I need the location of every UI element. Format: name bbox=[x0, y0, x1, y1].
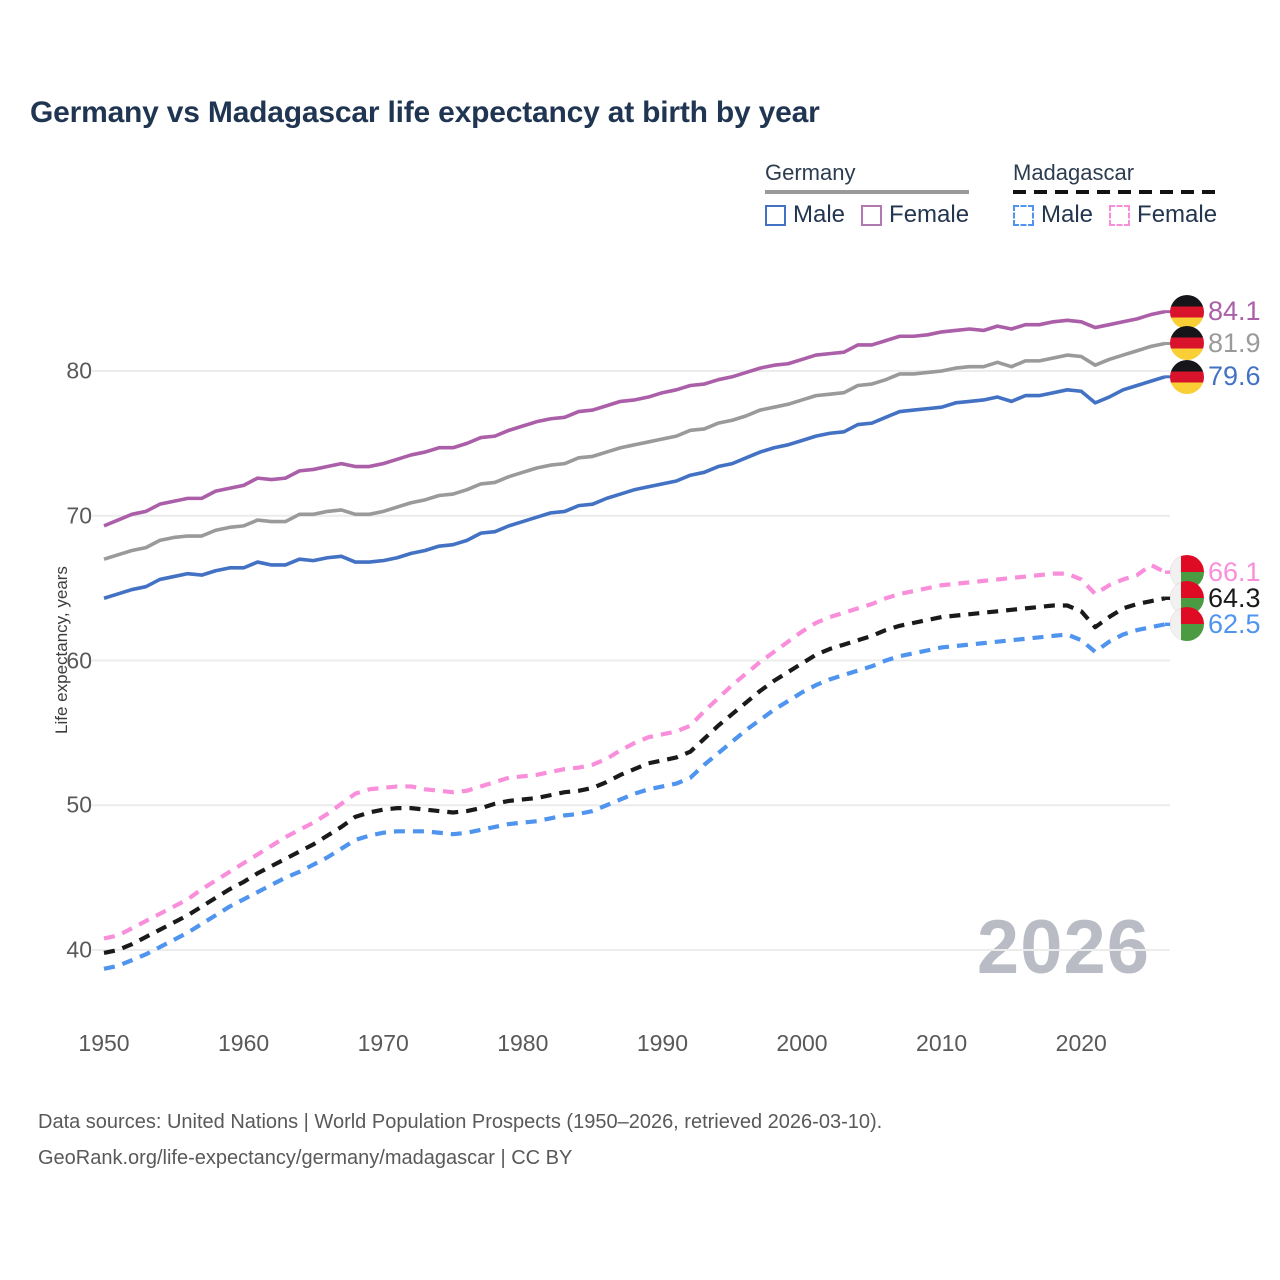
series-end-label: 79.6 bbox=[1170, 359, 1261, 394]
y-tick-label: 40 bbox=[66, 936, 92, 963]
footer-line-2: GeoRank.org/life-expectancy/germany/mada… bbox=[38, 1147, 573, 1169]
x-tick-label: 2020 bbox=[1055, 1030, 1107, 1056]
series-end-label: 62.5 bbox=[1170, 607, 1261, 642]
y-tick-label: 80 bbox=[66, 357, 92, 384]
series-end-value: 64.3 bbox=[1208, 582, 1261, 613]
legend-group-germany: Germany Male Female bbox=[765, 160, 970, 227]
footer-line-1: Data sources: United Nations | World Pop… bbox=[38, 1111, 883, 1133]
x-tick-label: 2010 bbox=[916, 1030, 968, 1056]
x-tick-label: 2000 bbox=[776, 1030, 828, 1056]
series-end-label: 84.1 bbox=[1170, 294, 1261, 329]
series-line bbox=[103, 562, 1166, 941]
germany-flag-icon bbox=[1170, 326, 1204, 361]
x-tick-label: 1960 bbox=[218, 1030, 270, 1056]
y-axis-ticks: 40 50 60 70 80 bbox=[30, 0, 92, 1280]
legend-item-germany-male[interactable]: Male bbox=[765, 203, 845, 227]
legend-heading-germany: Germany bbox=[765, 160, 856, 185]
year-watermark: 2026 bbox=[976, 905, 1150, 990]
series-end-value: 84.1 bbox=[1208, 296, 1261, 327]
legend-item-label: Male bbox=[1041, 201, 1094, 228]
legend-swatch-icon bbox=[1013, 204, 1034, 226]
legend-group-madagascar: Madagascar Male Female bbox=[1013, 160, 1218, 227]
series-end-value: 79.6 bbox=[1208, 361, 1261, 392]
series-line bbox=[103, 596, 1166, 955]
germany-flag-icon bbox=[1170, 359, 1204, 394]
legend-item-germany-female[interactable]: Female bbox=[861, 203, 969, 227]
x-tick-label: 1970 bbox=[357, 1030, 409, 1056]
y-tick-label: 50 bbox=[66, 791, 92, 818]
legend-item-madagascar-male[interactable]: Male bbox=[1013, 203, 1093, 227]
legend-item-label: Male bbox=[793, 201, 846, 228]
legend-rule-madagascar bbox=[1013, 190, 1218, 194]
legend-heading-madagascar: Madagascar bbox=[1013, 160, 1135, 185]
x-tick-label: 1990 bbox=[636, 1030, 688, 1056]
y-tick-label: 70 bbox=[66, 502, 92, 529]
madagascar-flag-icon bbox=[1170, 607, 1204, 642]
series-end-value: 66.1 bbox=[1208, 556, 1261, 587]
germany-flag-icon bbox=[1170, 294, 1204, 329]
legend-item-madagascar-female[interactable]: Female bbox=[1109, 203, 1217, 227]
y-tick-label: 60 bbox=[66, 647, 92, 673]
series-end-value: 81.9 bbox=[1208, 327, 1261, 358]
page-title: Germany vs Madagascar life expectancy at… bbox=[30, 96, 820, 129]
legend-swatch-icon bbox=[1109, 204, 1131, 226]
x-tick-label: 1980 bbox=[497, 1030, 549, 1056]
legend-swatch-icon bbox=[765, 204, 786, 226]
series-end-value: 62.5 bbox=[1208, 608, 1261, 639]
legend-swatch-icon bbox=[861, 204, 883, 226]
legend-item-label: Female bbox=[889, 201, 970, 228]
footer-note: Data sources: United Nations | World Pop… bbox=[38, 1104, 882, 1176]
series-line bbox=[103, 341, 1166, 561]
legend-rule-germany bbox=[765, 190, 970, 194]
legend-item-label: Female bbox=[1137, 201, 1218, 228]
series-line bbox=[103, 309, 1166, 528]
series-line bbox=[103, 375, 1166, 600]
series-end-label: 81.9 bbox=[1170, 326, 1261, 361]
x-tick-label: 1950 bbox=[78, 1030, 130, 1056]
chart-legend: Germany Male Female Madagascar Male bbox=[755, 160, 1255, 245]
